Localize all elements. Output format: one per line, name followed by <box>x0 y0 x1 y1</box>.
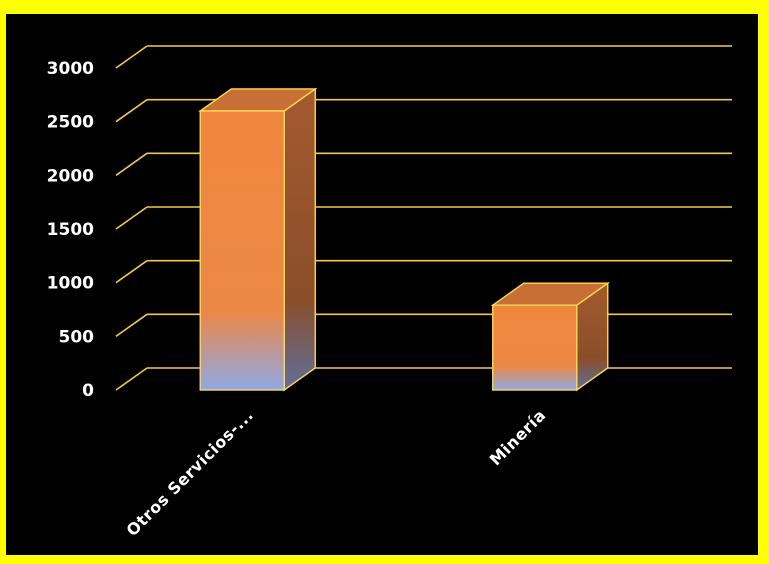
y-tick-label: 1500 <box>47 220 94 240</box>
y-tick-label: 3000 <box>47 59 94 79</box>
bar <box>493 283 608 390</box>
y-tick-label: 2500 <box>47 113 94 133</box>
y-axis-ticks: 0 500 1000 1500 2000 2500 3000 <box>47 59 94 401</box>
bar-front-face <box>493 305 577 390</box>
bar-front-face <box>200 111 284 390</box>
x-tick-label: Otros Servicios-... <box>123 405 258 540</box>
y-tick-label: 0 <box>82 381 94 401</box>
gridline <box>116 46 732 68</box>
x-axis-labels: Otros Servicios-... Minería <box>123 405 550 540</box>
bars <box>200 89 608 390</box>
y-tick-label: 2000 <box>47 166 94 186</box>
x-tick-label: Minería <box>486 405 550 469</box>
bar-side-face <box>284 89 315 390</box>
bar <box>200 89 315 390</box>
chart-area: 0 500 1000 1500 2000 2500 3000 Otros Servicios… <box>6 14 758 555</box>
bar-chart-3d: 0 500 1000 1500 2000 2500 3000 Otros Servicios… <box>6 14 758 555</box>
y-tick-label: 1000 <box>47 274 94 294</box>
y-tick-label: 500 <box>59 327 95 347</box>
